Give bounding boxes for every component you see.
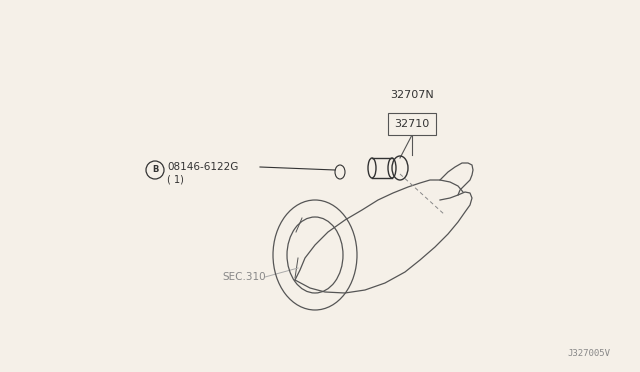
Text: B: B	[152, 166, 158, 174]
Text: 32707N: 32707N	[390, 90, 434, 100]
Text: J327005V: J327005V	[567, 350, 610, 359]
Text: SEC.310: SEC.310	[222, 272, 266, 282]
Text: 08146-6122G: 08146-6122G	[167, 162, 238, 172]
Text: 32710: 32710	[394, 119, 429, 129]
Text: ( 1): ( 1)	[167, 175, 184, 185]
FancyBboxPatch shape	[388, 113, 436, 135]
